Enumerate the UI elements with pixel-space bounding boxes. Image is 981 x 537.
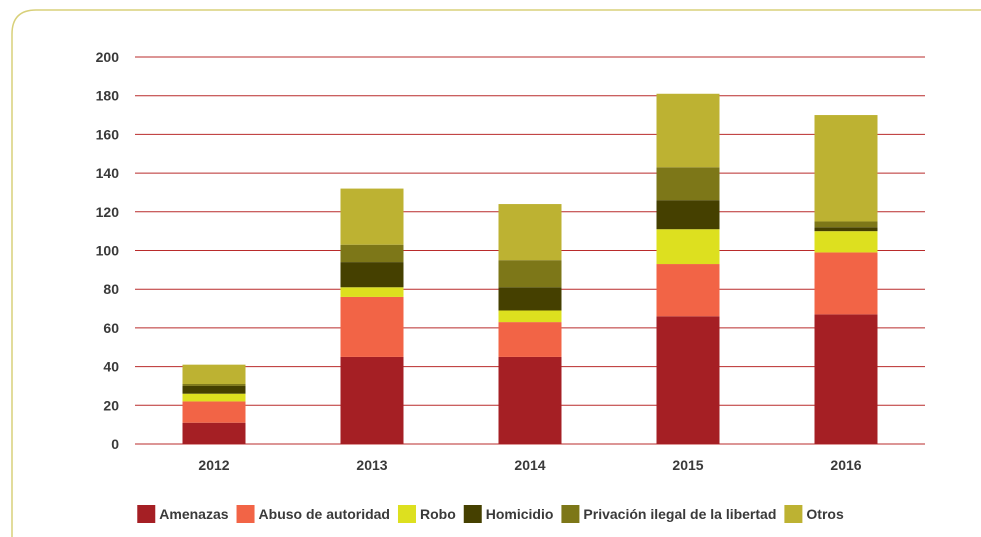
y-tick-label: 0 [111,436,119,452]
bar-segment [182,385,246,394]
bar-segment [814,227,878,232]
x-tick-label: 2012 [198,457,229,473]
y-tick-label: 140 [96,165,120,181]
x-tick-label: 2015 [672,457,703,473]
legend-swatch [137,505,156,523]
bar-segment [498,356,562,444]
bar-segment [182,393,246,402]
x-tick-label: 2016 [830,457,861,473]
bar-segment [656,316,720,444]
legend-swatch [397,505,416,523]
x-tick-label: 2014 [514,457,545,473]
legend-label: Abuso de autoridad [259,506,390,522]
y-tick-label: 20 [103,397,119,413]
bar-segment [340,296,404,357]
chart-border [11,9,981,537]
bar-segment [814,221,878,228]
legend-item: Amenazas [137,505,229,523]
legend-label: Amenazas [159,506,228,522]
bar-segment [498,260,562,288]
y-tick-label: 40 [103,359,119,375]
y-tick-label: 80 [103,281,119,297]
bar-segment [498,322,562,357]
bar-segment [814,252,878,315]
y-tick-label: 120 [96,204,120,220]
y-tick-label: 100 [96,243,120,259]
bar-segment [340,262,404,288]
legend-label: Robo [420,506,456,522]
y-tick-label: 60 [103,320,119,336]
legend-swatch [463,505,482,523]
bar-segment [498,310,562,323]
legend-swatch [784,505,803,523]
bar-segment [656,93,720,168]
stacked-bars [182,93,878,444]
legend-label: Homicidio [486,506,554,522]
bar-segment [656,264,720,317]
bar-segment [182,401,246,423]
bar-segment [340,287,404,297]
legend-label: Otros [806,506,844,522]
x-axis-tick-labels: 2012 2013 2014 2015 2016 [198,457,861,473]
bar-segment [656,167,720,201]
bar-segment [340,244,404,263]
bar-segment [814,231,878,253]
bar-segment [182,384,246,386]
bar-segment [656,200,720,230]
bar-segment [182,364,246,385]
y-axis-tick-labels: 0 20 40 60 80 100 120 140 160 180 200 [96,49,120,452]
bar-segment [814,314,878,444]
bar-segment [814,115,878,222]
legend-item: Homicidio [463,505,554,523]
bar-segment [182,422,246,444]
legend-label: Privación ilegal de la libertad [583,506,776,522]
x-tick-label: 2013 [356,457,387,473]
legend-swatch [236,505,255,523]
y-tick-label: 180 [96,88,120,104]
bar-segment [340,188,404,245]
legend-item: Abuso de autoridad [236,505,390,523]
bar-segment [340,356,404,444]
bar-segment [498,287,562,311]
bar-segment [656,229,720,265]
legend-item: Privación ilegal de la libertad [561,505,776,523]
legend-item: Robo [397,505,456,523]
y-tick-label: 200 [96,49,120,65]
legend: Amenazas Abuso de autoridad Robo Homicidio P… [137,505,844,523]
bar-segment [498,204,562,261]
y-tick-label: 160 [96,126,120,142]
legend-swatch [561,505,580,523]
legend-item: Otros [784,505,844,523]
